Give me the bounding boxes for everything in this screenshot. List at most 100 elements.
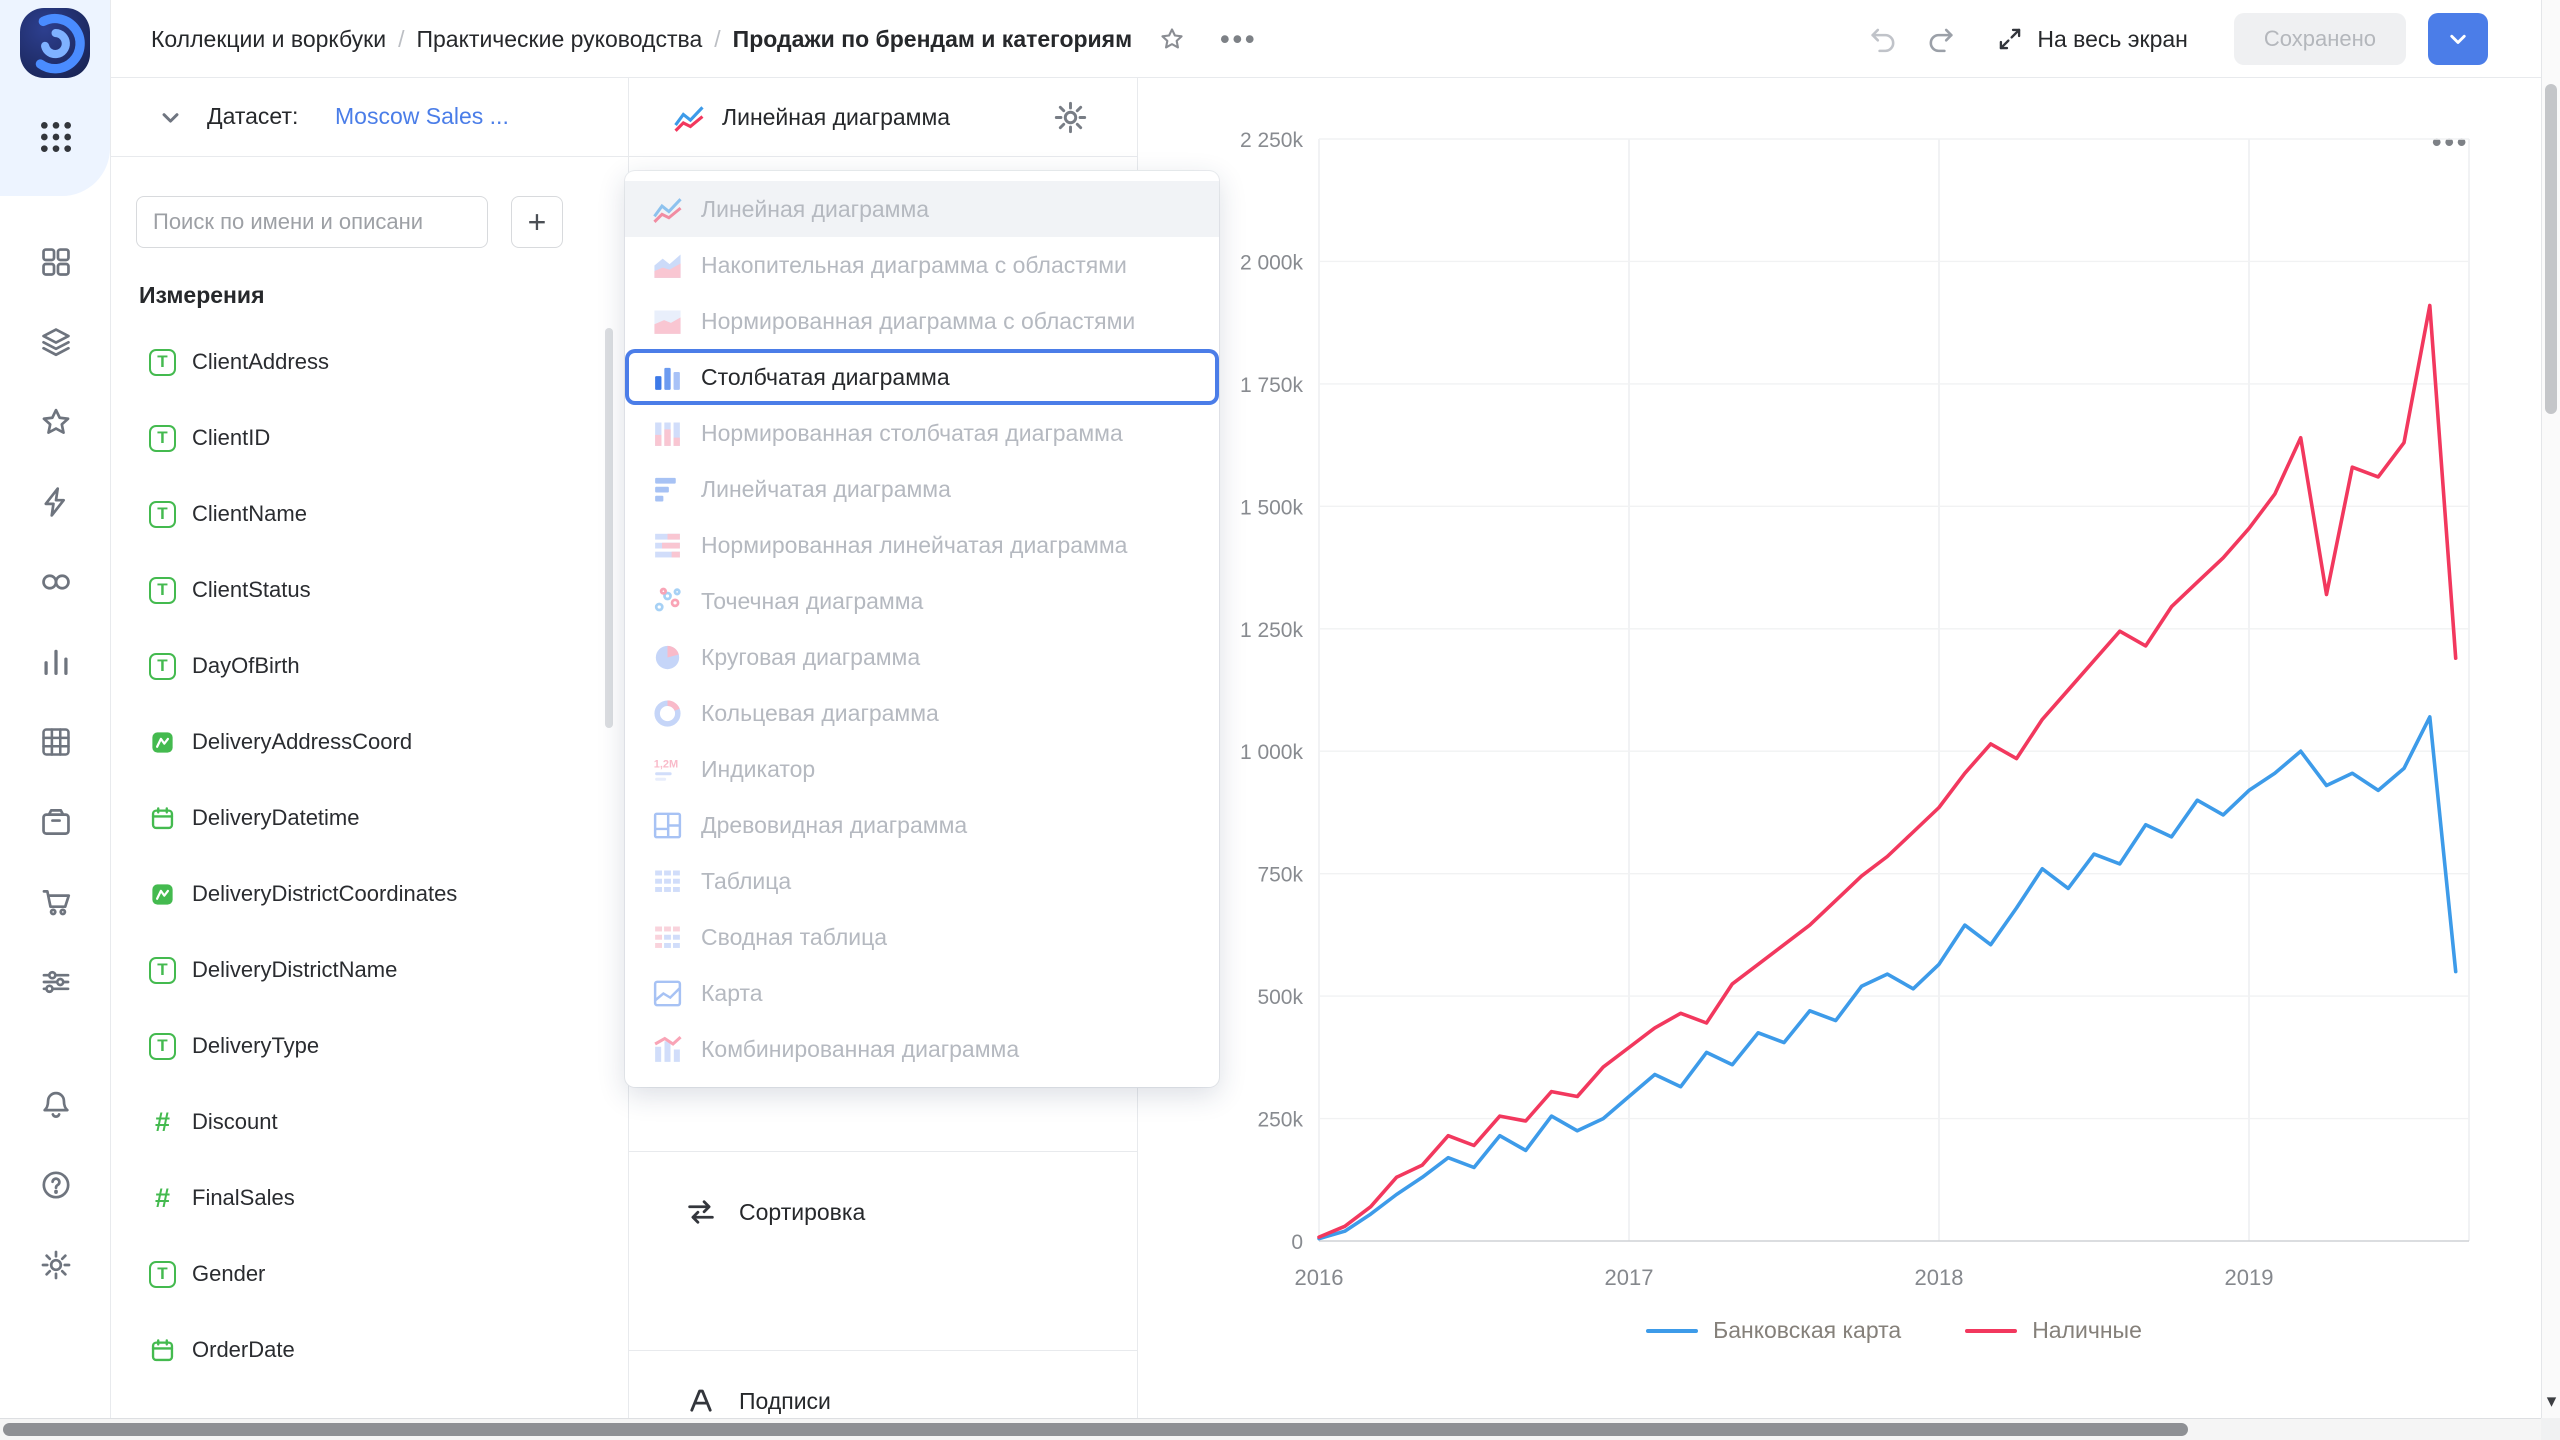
dataset-name-link[interactable]: Moscow Sales ...	[335, 103, 509, 129]
fullscreen-button[interactable]: На весь экран	[1996, 25, 2188, 53]
menu-item-donut[interactable]: Кольцевая диаграмма	[625, 685, 1219, 741]
chart-type-selector[interactable]: Линейная диаграмма	[672, 78, 950, 157]
field-DeliveryDistrictName[interactable]: T DeliveryDistrictName	[111, 932, 628, 1008]
nav-help-button[interactable]	[34, 1163, 78, 1207]
menu-item-area[interactable]: Накопительная диаграмма с областями	[625, 237, 1219, 293]
field-ClientName[interactable]: T ClientName	[111, 476, 628, 552]
menu-item-table[interactable]: Таблица	[625, 853, 1219, 909]
more-options-icon[interactable]: •••	[1220, 23, 1258, 54]
datalens-logo[interactable]	[20, 8, 90, 78]
treemap-chart-icon	[651, 809, 684, 842]
nav-workbooks-button[interactable]	[34, 320, 78, 364]
field-DeliveryType[interactable]: T DeliveryType	[111, 1008, 628, 1084]
nav-marketplace-button[interactable]	[34, 880, 78, 924]
legend-item[interactable]: Наличные	[1965, 1317, 2142, 1344]
left-rail	[0, 0, 111, 1440]
column100-chart-icon	[651, 417, 684, 450]
sorting-section[interactable]: Сортировка	[684, 1184, 865, 1240]
nav-collections-button[interactable]	[34, 240, 78, 284]
add-field-button[interactable]: +	[511, 196, 563, 248]
chart-more-options-icon[interactable]: •••	[2432, 127, 2470, 157]
column-chart-icon	[651, 361, 684, 394]
menu-item-bar[interactable]: Линейчатая диаграмма	[625, 461, 1219, 517]
dataset-panel-header: Датасет: Moscow Sales ...	[111, 78, 628, 157]
nav-settings-button[interactable]	[34, 1243, 78, 1287]
menu-item-column100[interactable]: Нормированная столбчатая диаграмма	[625, 405, 1219, 461]
scroll-down-arrow-icon[interactable]: ▾	[2546, 1390, 2557, 1412]
nav-storage-button[interactable]	[34, 800, 78, 844]
field-DayOfBirth[interactable]: T DayOfBirth	[111, 628, 628, 704]
vertical-scrollbar-thumb[interactable]	[2545, 84, 2557, 414]
field-ClientID[interactable]: T ClientID	[111, 400, 628, 476]
field-DeliveryDatetime[interactable]: DeliveryDatetime	[111, 780, 628, 856]
vertical-scrollbar[interactable]: ▾	[2541, 0, 2560, 1418]
chart-type-header: Линейная диаграмма	[629, 78, 1137, 157]
saved-button[interactable]: Сохранено	[2233, 13, 2406, 65]
menu-item-treemap[interactable]: Древовидная диаграмма	[625, 797, 1219, 853]
area100-chart-icon	[651, 305, 684, 338]
string-field-icon: T	[149, 424, 176, 452]
field-Discount[interactable]: # Discount	[111, 1084, 628, 1160]
field-OrderDate[interactable]: OrderDate	[111, 1312, 628, 1388]
line-chart-icon	[672, 101, 706, 135]
save-dropdown-button[interactable]	[2428, 13, 2488, 65]
menu-item-scatter[interactable]: Точечная диаграмма	[625, 573, 1219, 629]
field-list-scrollbar[interactable]	[605, 328, 613, 728]
nav-editor-button[interactable]	[34, 480, 78, 524]
apps-grid-icon[interactable]	[36, 117, 76, 157]
bar-chart-icon	[651, 473, 684, 506]
menu-item-column[interactable]: Столбчатая диаграмма	[625, 349, 1219, 405]
nav-connections-button[interactable]	[34, 560, 78, 604]
gear-icon[interactable]	[1052, 99, 1089, 136]
collections-icon	[39, 245, 73, 279]
nav-favorites-button[interactable]	[34, 400, 78, 444]
breadcrumb-item[interactable]: Коллекции и воркбуки	[151, 25, 387, 52]
donut-chart-icon	[651, 697, 684, 730]
collapse-dataset-icon[interactable]	[155, 102, 186, 133]
table-chart-icon	[651, 865, 684, 898]
editor-icon	[39, 485, 73, 519]
menu-item-bar100[interactable]: Нормированная линейчатая диаграмма	[625, 517, 1219, 573]
menu-item-label: Столбчатая диаграмма	[701, 363, 950, 390]
breadcrumb-item[interactable]: Практические руководства	[416, 25, 703, 52]
field-search-input[interactable]	[136, 196, 488, 248]
geo-field-icon	[149, 881, 176, 908]
redo-icon[interactable]	[1925, 24, 1956, 55]
field-Gender[interactable]: T Gender	[111, 1236, 628, 1312]
horizontal-scrollbar-thumb[interactable]	[3, 1423, 2188, 1436]
nav-services-button[interactable]	[34, 960, 78, 1004]
undo-icon[interactable]	[1868, 24, 1899, 55]
labels-section[interactable]: Подписи	[684, 1373, 831, 1429]
nav-tables-button[interactable]	[34, 720, 78, 764]
series-line	[1317, 303, 2458, 1239]
menu-item-geo[interactable]: Карта	[625, 965, 1219, 1021]
menu-item-pie[interactable]: Круговая диаграмма	[625, 629, 1219, 685]
menu-item-metric[interactable]: 1,2M Индикатор	[625, 741, 1219, 797]
horizontal-scrollbar[interactable]	[0, 1418, 2560, 1440]
favorite-star-icon[interactable]	[1158, 25, 1186, 53]
menu-item-label: Комбинированная диаграмма	[701, 1035, 1020, 1062]
field-label: DeliveryDatetime	[192, 805, 360, 830]
menu-item-pivot[interactable]: Сводная таблица	[625, 909, 1219, 965]
field-FinalSales[interactable]: # FinalSales	[111, 1160, 628, 1236]
breadcrumb-item: Продажи по брендам и категориям	[732, 25, 1133, 52]
legend-label: Наличные	[2032, 1317, 2142, 1343]
date-field-icon	[149, 805, 176, 832]
menu-item-area100[interactable]: Нормированная диаграмма с областями	[625, 293, 1219, 349]
nav-notifications-button[interactable]	[34, 1083, 78, 1127]
charts-icon	[39, 645, 73, 679]
chart-type-label: Линейная диаграмма	[722, 104, 951, 130]
field-label: DeliveryDistrictName	[192, 957, 398, 982]
field-DeliveryAddressCoord[interactable]: DeliveryAddressCoord	[111, 704, 628, 780]
field-ClientStatus[interactable]: T ClientStatus	[111, 552, 628, 628]
nav-charts-button[interactable]	[34, 640, 78, 684]
field-ClientAddress[interactable]: T ClientAddress	[111, 324, 628, 400]
legend-item[interactable]: Банковская карта	[1646, 1317, 1901, 1344]
menu-item-combo[interactable]: Комбинированная диаграмма	[625, 1021, 1219, 1077]
menu-item-label: Нормированная диаграмма с областями	[701, 307, 1136, 334]
chevron-down-icon	[2443, 24, 2473, 54]
menu-item-line[interactable]: Линейная диаграмма	[625, 181, 1219, 237]
field-DeliveryDistrictCoordinates[interactable]: DeliveryDistrictCoordinates	[111, 856, 628, 932]
field-label: DeliveryType	[192, 1033, 320, 1058]
